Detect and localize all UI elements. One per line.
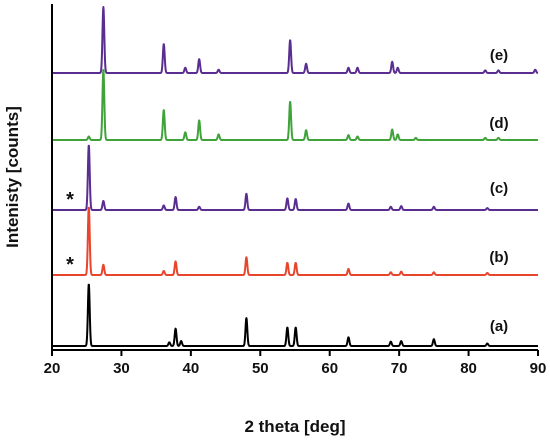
series-layer <box>51 6 539 347</box>
series-label-c: (c) <box>490 180 508 197</box>
x-tick-label: 50 <box>252 360 269 377</box>
x-tick-label: 90 <box>530 360 547 377</box>
x-tick-label: 40 <box>183 360 200 377</box>
axes-layer: 20 30 40 50 60 70 80 90 2 theta [deg] Intenisty… <box>3 4 546 436</box>
anatase-marker-asterisk: * <box>66 189 74 211</box>
x-tick-label: 20 <box>44 360 61 377</box>
x-tick-label: 70 <box>391 360 408 377</box>
series-label-e: (e) <box>490 47 508 64</box>
series-line-e <box>51 6 539 74</box>
series-label-b: (b) <box>489 249 508 266</box>
series-line-c <box>51 144 539 211</box>
x-tick-label: 80 <box>460 360 477 377</box>
y-axis-title: Intenisty [counts] <box>3 106 22 248</box>
series-labels: (a) (b) * (c) * (d) (e) <box>66 47 508 335</box>
x-axis-title: 2 theta [deg] <box>244 417 345 436</box>
series-line-a <box>51 283 539 347</box>
series-label-a: (a) <box>490 318 508 335</box>
series-line-b <box>51 206 539 276</box>
x-tick-label: 30 <box>113 360 130 377</box>
series-line-d <box>51 69 539 141</box>
series-label-d: (d) <box>489 115 508 132</box>
x-tick-label: 60 <box>321 360 338 377</box>
anatase-marker-asterisk: * <box>66 254 74 276</box>
x-ticks: 20 30 40 50 60 70 80 90 <box>44 350 547 377</box>
